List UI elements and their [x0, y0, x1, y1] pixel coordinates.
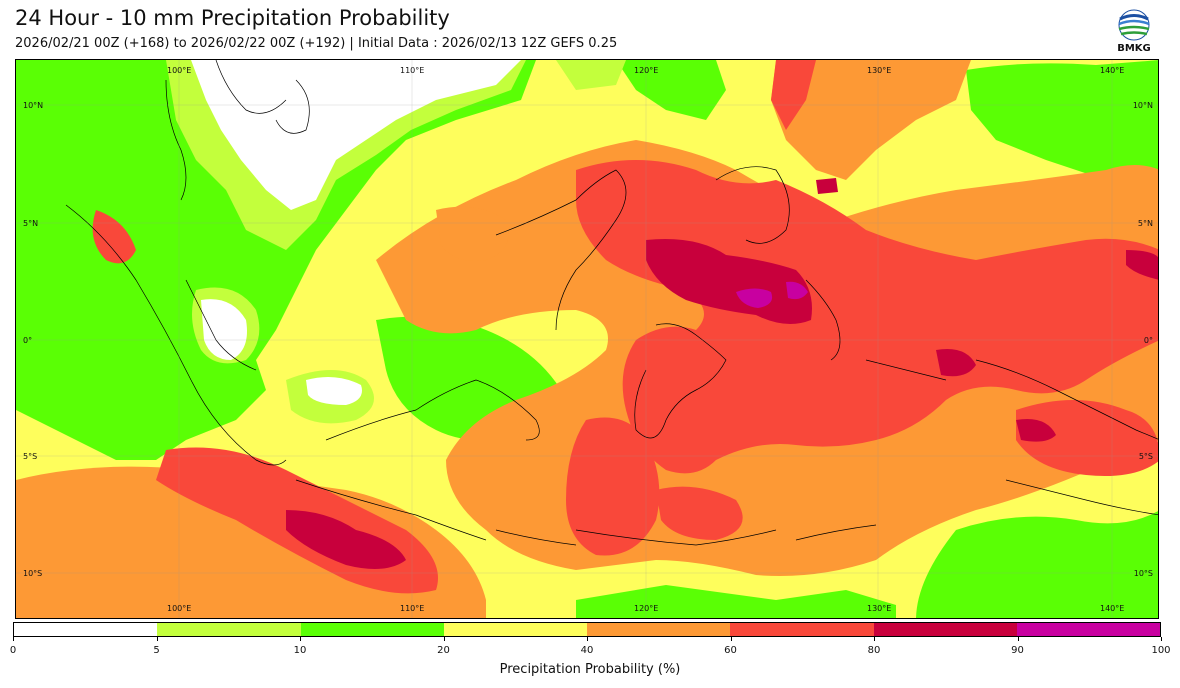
colorbar-tick-label: 90 [1011, 645, 1024, 656]
colorbar-label: Precipitation Probability (%) [499, 662, 681, 677]
lon-label-top: 120°E [634, 66, 658, 75]
lat-label-right: 5°N [1138, 219, 1153, 228]
lon-label-bottom: 100°E [167, 604, 191, 613]
colorbar-tick-label: 10 [293, 645, 307, 656]
lon-label-top: 100°E [167, 66, 191, 75]
logo-text: BMKG [1117, 43, 1151, 54]
colorbar-segment [157, 623, 301, 636]
lon-label-top: 140°E [1100, 66, 1124, 75]
colorbar-tick-label: 5 [153, 645, 160, 656]
colorbar-segment [1016, 623, 1160, 636]
colorbar-segment [587, 623, 731, 636]
lat-label-right: 10°S [1134, 569, 1153, 578]
lat-label-right: 5°S [1139, 452, 1153, 461]
colorbar-tick-mark [300, 637, 301, 641]
precipitation-map: 100°E 110°E 120°E 130°E 140°E 100°E 110°… [15, 59, 1159, 619]
colorbar-tick-label: 40 [580, 645, 594, 656]
lat-lon-gridlines [16, 60, 1158, 618]
colorbar-tick-mark [443, 637, 445, 641]
colorbar-segment [443, 623, 587, 636]
lon-label-bottom: 120°E [634, 604, 658, 613]
colorbar-segment [14, 623, 158, 636]
lat-label-right: 0° [1144, 336, 1153, 345]
colorbar-tick-label: 100 [1151, 645, 1171, 656]
colorbar [13, 622, 1161, 637]
colorbar-segment [300, 623, 444, 636]
colorbar-tick-mark [156, 637, 158, 641]
colorbar-tick-mark [730, 637, 732, 641]
map-title: 24 Hour - 10 mm Precipitation Probabilit… [15, 6, 450, 30]
colorbar-segment [873, 623, 1017, 636]
map-subtitle: 2026/02/21 00Z (+168) to 2026/02/22 00Z … [15, 36, 618, 51]
lon-label-bottom: 110°E [400, 604, 424, 613]
lon-label-bottom: 130°E [867, 604, 891, 613]
colorbar-tick-label: 60 [724, 645, 737, 656]
colorbar-tick-label: 20 [437, 645, 450, 656]
lat-label-left: 5°S [23, 452, 37, 461]
colorbar-tick-mark [13, 637, 14, 641]
probability-0-5-zone [191, 60, 521, 405]
colorbar-segment [730, 623, 874, 636]
colorbar-tick-mark [1017, 637, 1019, 641]
probability-90-100-zone [736, 281, 808, 308]
colorbar-tick-mark [587, 637, 588, 641]
lat-label-left: 10°N [23, 101, 43, 110]
lon-label-top: 110°E [400, 66, 424, 75]
lat-label-right: 10°N [1133, 101, 1153, 110]
lon-label-bottom: 140°E [1100, 604, 1124, 613]
lon-label-top: 130°E [867, 66, 891, 75]
colorbar-tick-mark [1161, 637, 1162, 641]
bmkg-logo-icon: BMKG [1112, 8, 1156, 54]
lat-label-left: 5°N [23, 219, 38, 228]
colorbar-tick-mark [874, 637, 875, 641]
probability-80-90-zone [286, 178, 1158, 569]
lat-label-left: 0° [23, 336, 32, 345]
coastlines [65, 60, 1158, 546]
colorbar-tick-label: 0 [9, 645, 17, 656]
lat-label-left: 10°S [23, 569, 42, 578]
colorbar-tick-label: 80 [867, 645, 881, 656]
